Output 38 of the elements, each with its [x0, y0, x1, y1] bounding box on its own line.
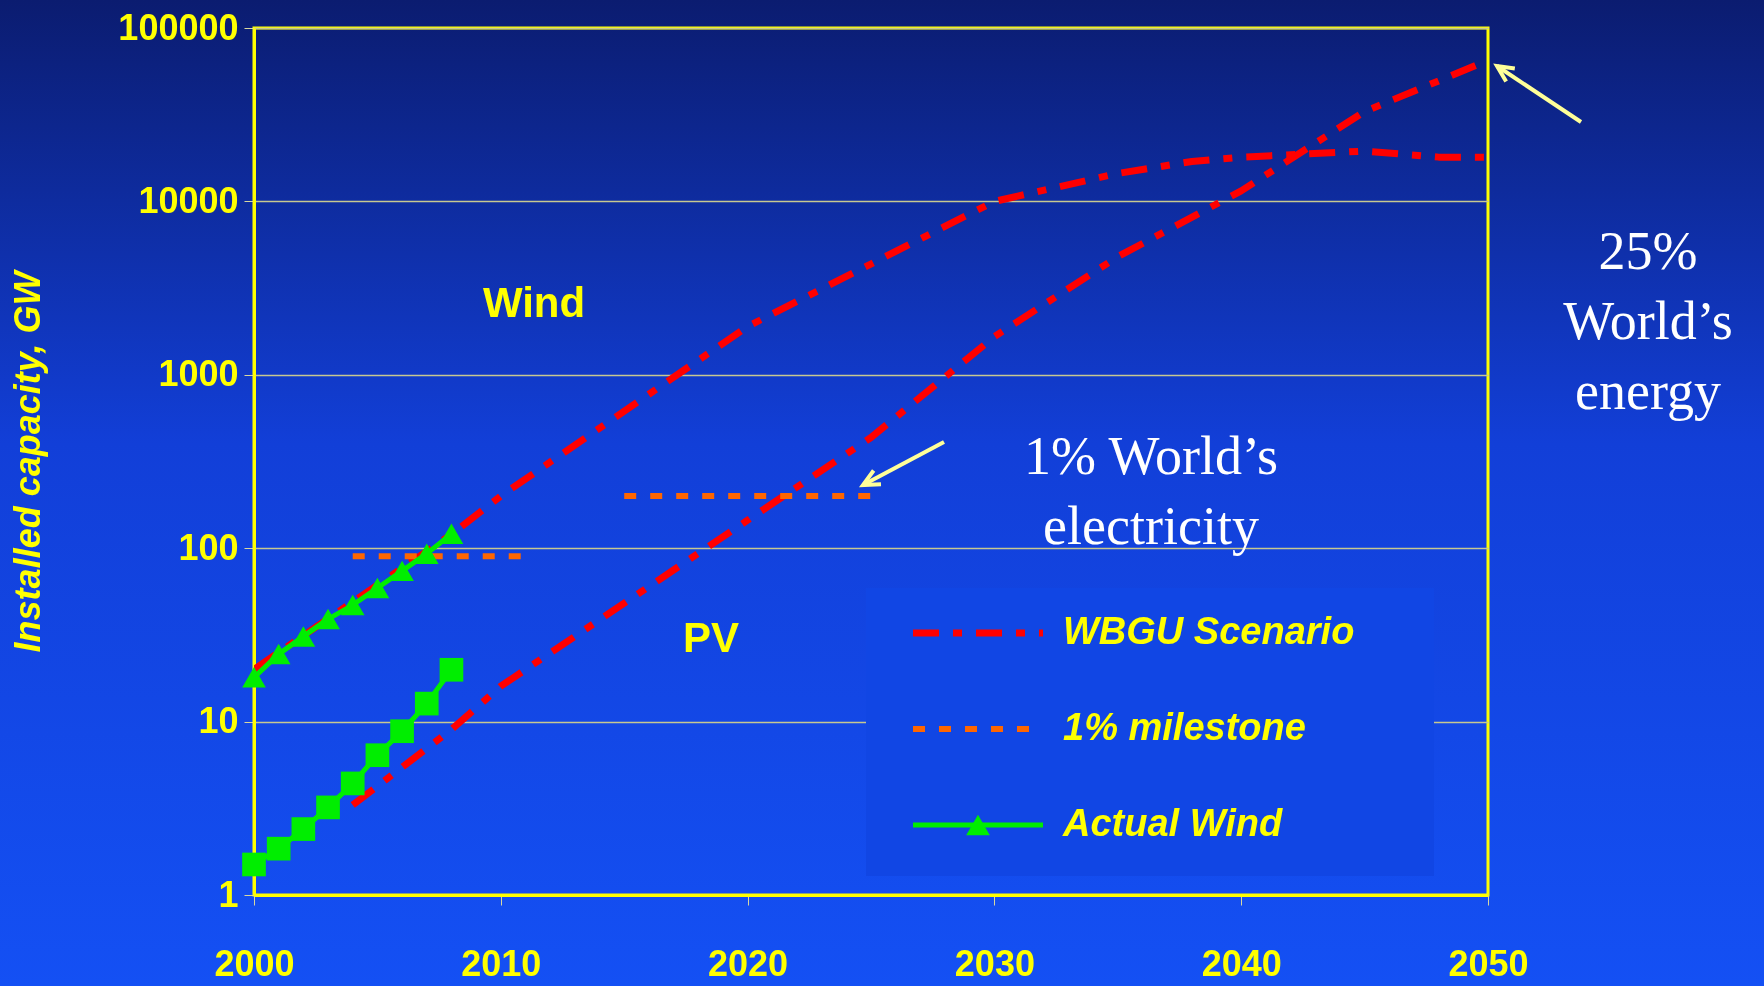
point	[414, 543, 439, 564]
point	[365, 577, 390, 599]
point	[266, 643, 291, 665]
x-tick-label: 2040	[1201, 942, 1282, 984]
x-tick-label: 2050	[1448, 942, 1529, 984]
point	[365, 743, 390, 768]
legend-label: 1% milestone	[1063, 706, 1306, 748]
point	[291, 817, 316, 841]
point	[242, 852, 266, 877]
point	[266, 836, 291, 861]
y-tick-label: 100	[178, 526, 239, 568]
point	[291, 626, 316, 647]
legend-label: WBGU Scenario	[1063, 610, 1355, 652]
point	[439, 657, 464, 682]
y-tick-label: 1	[218, 873, 239, 915]
point	[242, 667, 266, 688]
y-axis-title: Installed capacity, GW	[7, 268, 49, 653]
y-tick-label: 1000	[158, 353, 239, 395]
x-tick-label: 2010	[461, 942, 542, 984]
y-tick-label: 10	[198, 700, 239, 742]
x-tick-label: 2030	[954, 942, 1035, 984]
point	[316, 608, 340, 630]
legend-label: Actual Wind	[1062, 802, 1283, 844]
point	[340, 594, 365, 616]
point	[316, 795, 340, 820]
x-tick-label: 2020	[708, 942, 789, 984]
point	[414, 691, 439, 716]
point	[390, 719, 414, 744]
point	[340, 771, 365, 796]
text: 25% World’s energy	[1563, 221, 1733, 421]
x-tick-label: 2000	[214, 942, 295, 984]
point	[390, 560, 414, 582]
point	[439, 523, 464, 545]
annotation: 1% World’s electricity	[1023, 426, 1279, 556]
y-tick-label: 100000	[118, 6, 239, 48]
annotation: PV	[682, 614, 740, 661]
y-tick-label: 10000	[138, 179, 239, 221]
annotation: Wind	[482, 279, 586, 326]
